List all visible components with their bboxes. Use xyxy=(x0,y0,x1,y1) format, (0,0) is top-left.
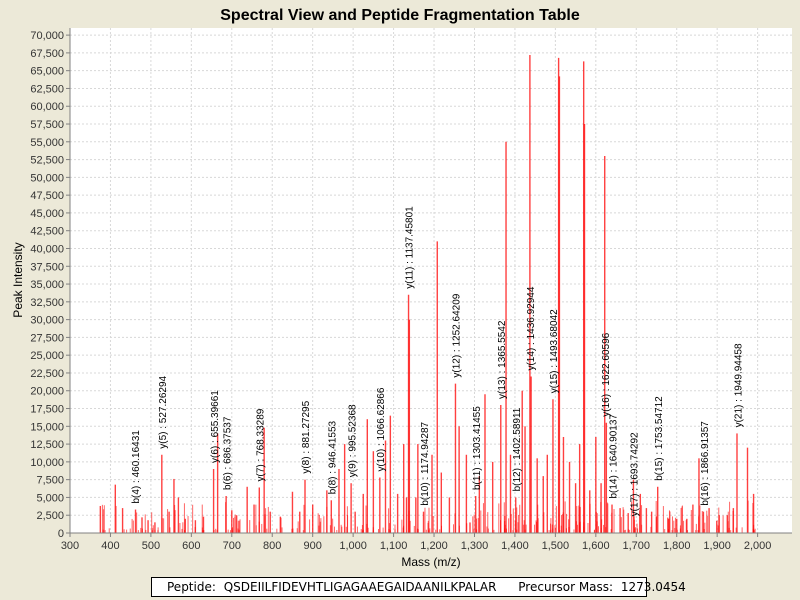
x-tick-label: 1,500 xyxy=(542,540,570,552)
x-tick-label: 1,400 xyxy=(501,540,529,552)
peak-annotation: b(4) : 460.16431 xyxy=(131,430,142,504)
y-tick-label: 35,000 xyxy=(30,279,64,291)
x-tick-label: 1,300 xyxy=(461,540,489,552)
y-tick-label: 5,000 xyxy=(36,492,64,504)
precursor-mass-label: Precursor Mass: xyxy=(518,580,614,594)
y-tick-label: 40,000 xyxy=(30,243,64,255)
x-tick-label: 2,000 xyxy=(744,540,772,552)
y-tick-label: 65,000 xyxy=(30,66,64,78)
peak-annotation: b(15) : 1753.54712 xyxy=(654,396,665,481)
x-axis-label: Mass (m/z) xyxy=(401,555,460,569)
y-tick-label: 17,500 xyxy=(30,404,64,416)
plot-area xyxy=(70,28,792,533)
y-axis-label: Peak Intensity xyxy=(11,242,25,317)
x-tick-label: 1,000 xyxy=(339,540,367,552)
y-tick-label: 20,000 xyxy=(30,386,64,398)
grid-lines xyxy=(69,28,792,533)
y-tick-label: 50,000 xyxy=(30,172,64,184)
peak-annotation: y(12) : 1252.64209 xyxy=(451,293,462,377)
peak-annotation: y(9) : 995.52368 xyxy=(347,404,358,477)
x-tick-label: 600 xyxy=(182,540,200,552)
y-tick-label: 70,000 xyxy=(30,30,64,42)
peak-annotation: y(17) : 1693.74292 xyxy=(630,432,641,516)
y-tick-label: 27,500 xyxy=(30,332,64,344)
y-tick-label: 52,500 xyxy=(30,155,64,167)
x-tick-label: 500 xyxy=(142,540,160,552)
x-ticks: 300 400 500 600 700 800 900 1,000 1,100 1,200 1,30… xyxy=(61,533,772,552)
y-tick-label: 22,500 xyxy=(30,368,64,380)
peak-annotation: y(21) : 1949.94458 xyxy=(733,343,744,427)
y-tick-label: 57,500 xyxy=(30,119,64,131)
x-tick-label: 1,200 xyxy=(420,540,448,552)
peak-annotation: y(5) : 527.26294 xyxy=(158,375,169,448)
peak-annotation: y(15) : 1493.68042 xyxy=(549,309,560,393)
peak-annotation: y(16) : 1622.60596 xyxy=(601,332,612,416)
peak-annotation: y(7) : 768.33289 xyxy=(255,408,266,481)
peak-annotation: y(8) : 881.27295 xyxy=(301,400,312,473)
x-tick-label: 900 xyxy=(304,540,322,552)
peak-annotation: b(11) : 1303.41455 xyxy=(472,406,483,490)
x-tick-label: 700 xyxy=(223,540,241,552)
x-tick-label: 1,900 xyxy=(703,540,731,552)
y-ticks: 0 2,500 5,000 7,500 10,000 12,500 15,000 17,500… xyxy=(30,30,70,540)
y-tick-label: 60,000 xyxy=(30,101,64,113)
peak-annotation: b(8) : 946.41553 xyxy=(327,420,338,494)
y-tick-label: 30,000 xyxy=(30,315,64,327)
peak-annotations: b(4) : 460.16431 y(5) : 527.26294 y(6) : 6… xyxy=(131,206,745,517)
peptide-label: Peptide: xyxy=(167,580,216,594)
y-tick-label: 42,500 xyxy=(30,226,64,238)
x-tick-label: 1,600 xyxy=(582,540,610,552)
precursor-mass-value: 1273.0454 xyxy=(620,580,686,594)
spectrum-chart[interactable]: 300 400 500 600 700 800 900 1,000 1,100 1,200 1,30… xyxy=(0,0,800,575)
y-tick-label: 62,500 xyxy=(30,83,64,95)
peak-annotation: y(13) : 1365.5542 xyxy=(497,320,508,399)
x-tick-label: 1,700 xyxy=(623,540,651,552)
y-tick-label: 47,500 xyxy=(30,190,64,202)
peptide-sequence: QSDEIILFIDEVHTLIGAGAAEGAIDAANILKPALAR xyxy=(223,580,497,594)
y-tick-label: 37,500 xyxy=(30,261,64,273)
y-tick-label: 32,500 xyxy=(30,297,64,309)
y-tick-label: 2,500 xyxy=(36,510,64,522)
y-tick-label: 25,000 xyxy=(30,350,64,362)
x-tick-label: 400 xyxy=(101,540,119,552)
x-tick-label: 1,800 xyxy=(663,540,691,552)
peptide-info-box: Peptide: QSDEIILFIDEVHTLIGAGAAEGAIDAANIL… xyxy=(151,577,686,597)
y-tick-label: 12,500 xyxy=(30,439,64,451)
x-tick-label: 1,100 xyxy=(380,540,408,552)
y-tick-label: 67,500 xyxy=(30,48,64,60)
y-tick-label: 0 xyxy=(58,528,64,540)
chart-title: Spectral View and Peptide Fragmentation … xyxy=(220,7,580,24)
peak-annotation: y(11) : 1137.45801 xyxy=(405,206,416,289)
peak-annotation: y(6) : 655.39661 xyxy=(210,390,221,463)
y-tick-label: 10,000 xyxy=(30,457,64,469)
peak-annotation: b(6) : 686.37537 xyxy=(222,416,233,490)
y-tick-label: 45,000 xyxy=(30,208,64,220)
peak-annotation: y(14) : 1436.92944 xyxy=(526,286,537,370)
x-tick-label: 800 xyxy=(263,540,281,552)
peak-annotation: b(14) : 1640.90137 xyxy=(608,414,619,499)
peaks xyxy=(99,55,755,533)
axes xyxy=(69,28,792,534)
peak-annotation: b(12) : 1402.58911 xyxy=(512,407,523,491)
peak-annotation: y(10) : 1066.62866 xyxy=(376,387,387,471)
y-tick-label: 55,000 xyxy=(30,137,64,149)
y-tick-label: 15,000 xyxy=(30,421,64,433)
x-tick-label: 300 xyxy=(61,540,79,552)
peak-annotation: b(10) : 1174.94287 xyxy=(420,421,431,505)
peak-annotation: b(16) : 1866.91357 xyxy=(700,421,711,506)
y-tick-label: 7,500 xyxy=(36,475,64,487)
